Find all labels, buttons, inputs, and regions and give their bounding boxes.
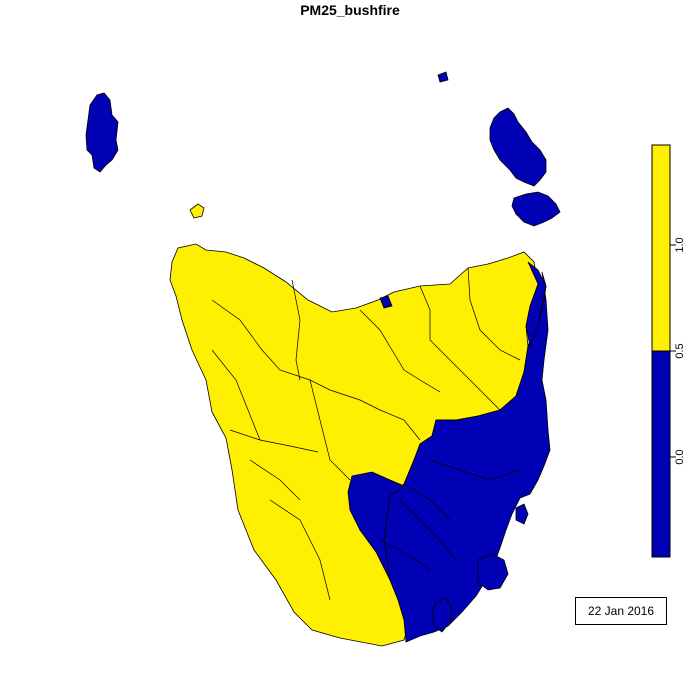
region-robbins-island [189,203,205,219]
legend-tick-label-mid: 0.5 [674,343,686,358]
region-tasman-peninsula [477,553,509,591]
region-east-coast-strip [525,261,547,348]
region-islet-north-2 [379,295,393,309]
region-derwent-valley [347,471,405,581]
region-flinders-island [489,107,547,187]
internal-boundaries [211,267,521,601]
region-bruny-island [431,597,453,633]
date-label: 22 Jan 2016 [575,597,667,625]
region-cape-barren-island [511,191,561,227]
region-islet-north-1 [437,71,449,83]
legend-tick-label-high: 1.0 [674,237,686,252]
region-king-island [85,92,119,173]
legend-bar-high [651,144,671,352]
legend-bar-low [651,350,671,558]
legend-tick-label-low: 0.0 [674,449,686,464]
map-regions [85,71,561,647]
legend: 1.0 0.5 0.0 [651,144,686,558]
region-maria-island [515,503,529,525]
map-title: PM25_bushfire [300,2,400,18]
